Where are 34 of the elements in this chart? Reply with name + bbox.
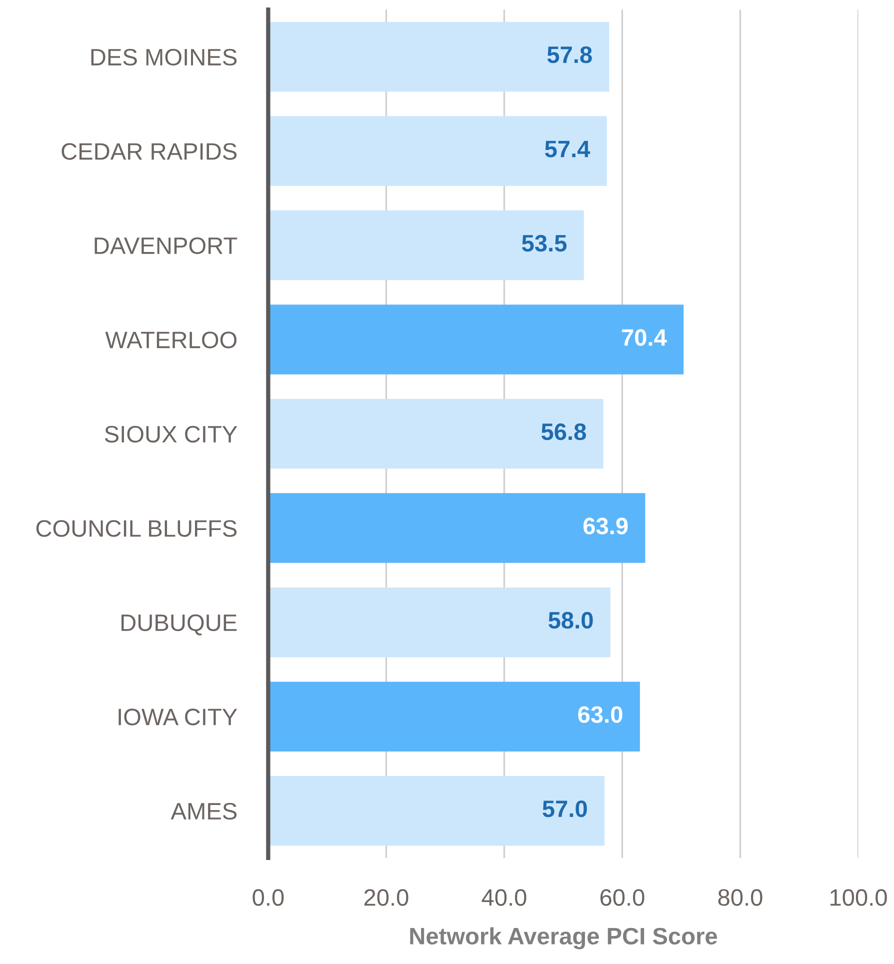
bar	[268, 493, 646, 563]
y-tick-label: AMES	[170, 802, 237, 820]
bar	[268, 682, 640, 752]
data-label: 70.4	[622, 329, 667, 346]
data-label: 57.4	[544, 140, 590, 158]
y-tick-label: DUBUQUE	[122, 614, 237, 636]
bar	[268, 776, 605, 846]
data-label: 56.8	[541, 423, 586, 440]
x-axis-title: Network Average PCI Score	[410, 927, 718, 950]
y-tick-label: WATERLOO	[105, 332, 237, 348]
y-tick-label: IOWA CITY	[118, 708, 238, 726]
x-tick-label: 80.0	[718, 889, 762, 906]
y-tick-label: DES MOINES	[91, 48, 237, 66]
data-label: 53.5	[522, 234, 567, 252]
y-tick-label: SIOUX CITY	[104, 426, 238, 443]
x-tick-label: 100.0	[830, 889, 887, 906]
bar	[268, 116, 607, 186]
data-label: 57.8	[547, 46, 592, 64]
data-label: 63.9	[583, 518, 628, 534]
data-label: 63.0	[578, 706, 622, 723]
bar	[268, 587, 610, 658]
x-tick-label: 20.0	[364, 889, 408, 906]
y-tick-label: DAVENPORT	[94, 237, 238, 254]
data-label: 57.0	[542, 800, 587, 818]
data-label: 58.0	[548, 612, 593, 629]
x-tick-label: 0.0	[252, 889, 284, 906]
bar	[268, 210, 584, 280]
y-tick-label: CEDAR RAPIDS	[62, 143, 237, 160]
bar	[268, 398, 604, 469]
bar	[268, 304, 684, 374]
x-tick-label: 60.0	[600, 889, 644, 906]
x-tick-label: 40.0	[482, 889, 526, 906]
bar	[268, 22, 610, 92]
y-tick-label: COUNCIL BLUFFS	[36, 520, 237, 537]
